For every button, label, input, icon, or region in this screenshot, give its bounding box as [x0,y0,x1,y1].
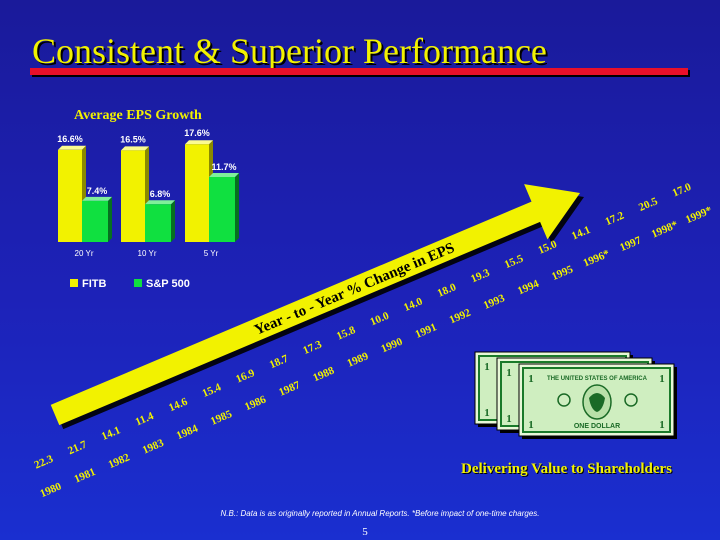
year-label: 1983 [141,437,166,457]
footnote: N.B.: Data is as originally reported in … [220,509,540,518]
caption-text: Delivering Value to Shareholders [461,461,672,477]
bar-fitb [58,149,82,242]
eps-value-label: 14.0 [402,295,425,314]
eps-value-label: 16.9 [234,367,257,386]
eps-value-label: 19.3 [469,267,492,286]
category-label: 10 Yr [138,249,157,258]
bar-chart-title: Average EPS Growth [74,108,202,123]
eps-value-label: 15.4 [201,381,224,400]
eps-value-label: 18.7 [268,353,291,372]
eps-value-label: 20.5 [637,195,660,214]
year-label: 1996* [582,248,612,270]
year-label: 1987 [277,379,302,399]
eps-value-label: 14.1 [100,424,122,443]
data-label-sp500: 6.8% [150,189,171,199]
legend-swatch-sp500 [134,279,142,287]
eps-value-label: 18.0 [436,281,459,300]
year-label: 1992 [448,307,473,327]
dollar-bill-illustration: 111111111111THE UNITED STATES OF AMERICA… [474,351,677,439]
year-label: 1991 [414,321,439,341]
bill-corner-numeral: 1 [659,419,665,431]
year-label: 1985 [209,408,234,428]
bar-fitb [185,144,209,242]
year-label: 1984 [175,422,200,442]
category-label: 20 Yr [75,249,94,258]
eps-value-label: 14.1 [570,224,592,243]
year-label: 1986 [243,393,268,413]
year-label: 1990 [379,335,404,355]
bar-top-sp500 [145,200,175,205]
eps-bar-chart: 16.6% 7.4% 20 Yr 16.5% 6.8% 10 Yr 17.6% 11.7% 5 … [57,128,239,258]
eps-value-label: 17.2 [603,209,626,228]
seal-icon [557,393,571,407]
eps-value-label: 15.0 [536,238,559,257]
data-label-fitb: 16.6% [57,134,83,144]
year-label: 1997 [618,234,643,254]
title-underline [30,68,688,75]
bar-sp500 [209,177,235,242]
year-label: 1999* [684,204,714,226]
bar-top-fitb [121,146,149,151]
seal-icon [624,393,638,407]
bar-side-sp500 [108,196,112,242]
bar-sp500 [82,200,108,242]
legend-label-sp500: S&P 500 [146,278,190,290]
bar-top-fitb [185,140,213,145]
bill-corner-numeral: 1 [484,361,490,373]
dollar-bill: 1 1 1 1 THE UNITED STATES OF AMERICA ONE DOLL… [518,363,677,439]
eps-value-label: 15.5 [503,252,526,271]
bill-corner-numeral: 1 [528,373,534,385]
legend-swatch-fitb [70,279,78,287]
eps-value-label: 15.8 [335,324,358,343]
bill-corner-numeral: 1 [659,373,665,385]
eps-value-label: 17.3 [301,338,324,357]
eps-value-label: 22.3 [33,453,56,472]
year-label: 1980 [38,480,63,500]
bar-legend: FITB S&P 500 [70,278,190,290]
page-number: 5 [362,526,368,538]
eps-value-label: 21.7 [66,438,89,457]
eps-value-label: 10.0 [368,310,391,329]
bill-corner-numeral: 1 [506,367,512,379]
bar-top-sp500 [82,196,112,201]
bar-top-sp500 [209,173,239,177]
data-label-sp500: 11.7% [211,162,236,172]
bar-top-fitb [58,145,86,150]
year-label: 1998* [650,219,680,241]
eps-value-label: 14.6 [167,395,190,414]
bill-corner-numeral: 1 [506,413,512,425]
slide-title: Consistent & Superior Performance [32,31,547,71]
eps-value-label: 11.4 [134,410,156,429]
category-label: 5 Yr [204,249,219,258]
data-label-sp500: 7.4% [87,186,108,196]
growth-arrow-shape [50,184,581,426]
eps-value-label: 17.0 [671,181,694,200]
year-label: 1994 [516,278,541,298]
year-label: 1981 [72,466,97,486]
data-label-fitb: 16.5% [120,134,146,144]
year-label: 1982 [107,451,132,471]
portrait-hair-icon [589,393,605,412]
year-label: 1988 [311,364,336,384]
legend-label-fitb: FITB [82,278,106,290]
bill-footer-text: ONE DOLLAR [574,423,620,430]
bill-corner-numeral: 1 [484,407,490,419]
bar-sp500 [145,204,171,242]
bar-side-sp500 [235,173,239,242]
bill-corner-numeral: 1 [528,419,534,431]
year-label: 1995 [550,263,575,283]
year-label: 1993 [482,292,507,312]
bar-side-sp500 [171,200,175,242]
bill-header-text: THE UNITED STATES OF AMERICA [547,376,648,382]
bar-fitb [121,150,145,242]
data-label-fitb: 17.6% [184,128,210,138]
year-label: 1989 [345,350,370,370]
